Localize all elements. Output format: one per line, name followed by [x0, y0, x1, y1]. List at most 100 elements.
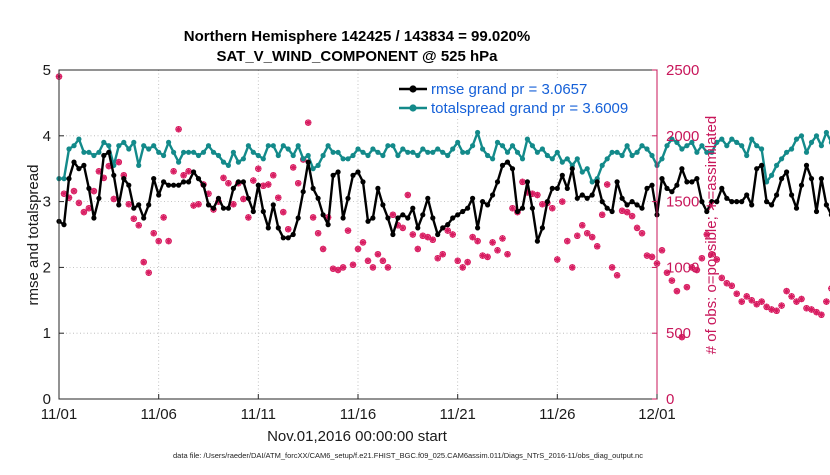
assimilated-obs-asterisk — [80, 208, 88, 216]
assimilated-obs-marker — [554, 256, 561, 263]
assimilated-obs-asterisk — [778, 302, 785, 309]
totalspread-point — [146, 146, 152, 152]
rmse-point — [669, 189, 675, 195]
rmse-point — [440, 225, 446, 231]
possible-obs-marker — [434, 254, 441, 262]
assimilated-obs-marker — [718, 274, 725, 282]
assimilated-obs-marker — [295, 179, 302, 187]
chart-title: Northern Hemisphere 142425 / 143834 = 99… — [184, 28, 530, 45]
totalspread-point — [823, 129, 830, 136]
rmse-point — [485, 202, 491, 208]
totalspread-point — [729, 136, 735, 142]
totalspread-point — [714, 139, 720, 145]
assimilated-obs-asterisk — [374, 251, 382, 258]
y-tick-label-right: 1500 — [666, 194, 699, 211]
assimilated-obs-asterisk — [70, 187, 78, 195]
assimilated-obs-marker — [314, 229, 322, 237]
possible-obs-marker — [474, 237, 481, 245]
assimilated-obs-marker — [668, 277, 676, 284]
assimilated-obs-marker — [683, 283, 691, 291]
totalspread-point — [689, 139, 695, 145]
possible-obs-marker — [559, 198, 566, 205]
rmse-point — [96, 195, 102, 201]
assimilated-obs-marker — [539, 201, 546, 208]
assimilated-obs-asterisk — [783, 287, 790, 295]
assimilated-obs-marker — [813, 308, 820, 316]
rmse-point — [659, 176, 665, 182]
rmse-point — [390, 231, 396, 238]
totalspread-point — [265, 143, 271, 149]
assimilated-obs-marker — [359, 239, 367, 246]
rmse-point — [450, 215, 456, 221]
possible-obs-marker — [284, 225, 292, 233]
totalspread-point — [176, 159, 182, 165]
totalspread-point — [260, 156, 266, 162]
assimilated-obs-marker — [369, 264, 377, 271]
assimilated-obs-asterisk — [708, 251, 716, 258]
assimilated-obs-marker — [60, 190, 68, 197]
legend-totalspread-marker — [409, 104, 417, 112]
rmse-point — [604, 205, 610, 211]
legend: rmse grand pr = 3.0657 totalspread grand… — [394, 78, 652, 118]
possible-obs-marker — [504, 250, 511, 258]
assimilated-obs-marker — [110, 195, 118, 203]
possible-obs-marker — [265, 181, 272, 188]
assimilated-obs-asterisk — [733, 290, 740, 297]
assimilated-obs-marker — [464, 258, 471, 266]
rmse-point — [455, 212, 461, 218]
assimilated-obs-asterisk — [369, 264, 377, 271]
rmse-point — [106, 149, 112, 155]
possible-obs-marker — [489, 239, 496, 246]
assimilated-obs-marker — [608, 264, 616, 271]
rmse-point — [215, 195, 222, 201]
totalspread-point — [200, 149, 207, 155]
totalspread-point — [310, 166, 316, 172]
totalspread-point — [544, 152, 551, 159]
assimilated-obs-asterisk — [613, 272, 621, 279]
possible-obs-marker — [469, 233, 476, 241]
totalspread-point — [141, 143, 147, 149]
totalspread-point — [440, 149, 446, 155]
totalspread-point — [674, 139, 680, 145]
rmse-point — [734, 199, 740, 205]
assimilated-obs-asterisk — [115, 158, 122, 166]
totalspread-point — [166, 139, 172, 145]
totalspread-point — [390, 143, 396, 149]
assimilated-obs-marker — [399, 224, 407, 232]
totalspread-point — [759, 146, 765, 152]
assimilated-obs-marker — [409, 231, 417, 238]
assimilated-obs-asterisk — [439, 251, 446, 258]
rmse-point — [340, 215, 346, 221]
assimilated-obs-marker — [434, 254, 441, 262]
assimilated-obs-asterisk — [504, 251, 511, 258]
assimilated-obs-asterisk — [280, 208, 287, 216]
assimilated-obs-marker — [85, 204, 93, 212]
assimilated-obs-asterisk — [584, 229, 591, 237]
rmse-point — [684, 179, 690, 185]
possible-obs-marker — [823, 298, 830, 305]
totalspread-point — [808, 139, 815, 145]
possible-obs-marker — [424, 233, 432, 241]
totalspread-point — [81, 149, 87, 155]
assimilated-obs-marker — [504, 251, 511, 258]
assimilated-obs-asterisk — [509, 204, 516, 212]
totalspread-point — [220, 159, 227, 165]
assimilated-obs-asterisk — [185, 168, 192, 175]
rmse-point — [480, 199, 486, 205]
assimilated-obs-asterisk — [260, 182, 267, 190]
assimilated-obs-marker — [329, 265, 337, 272]
totalspread-point — [215, 152, 222, 159]
assimilated-obs-marker — [374, 251, 382, 258]
assimilated-obs-marker — [140, 258, 147, 266]
rmse-point — [769, 202, 775, 208]
assimilated-obs-asterisk — [120, 172, 127, 179]
assimilated-obs-asterisk — [663, 269, 671, 276]
assimilated-obs-marker — [125, 201, 132, 208]
assimilated-obs-marker — [519, 178, 526, 186]
possible-obs-marker — [454, 257, 461, 265]
possible-obs-marker — [708, 250, 716, 258]
totalspread-point — [514, 149, 521, 155]
assimilated-obs-asterisk — [304, 119, 312, 126]
rmse-point — [494, 179, 501, 185]
